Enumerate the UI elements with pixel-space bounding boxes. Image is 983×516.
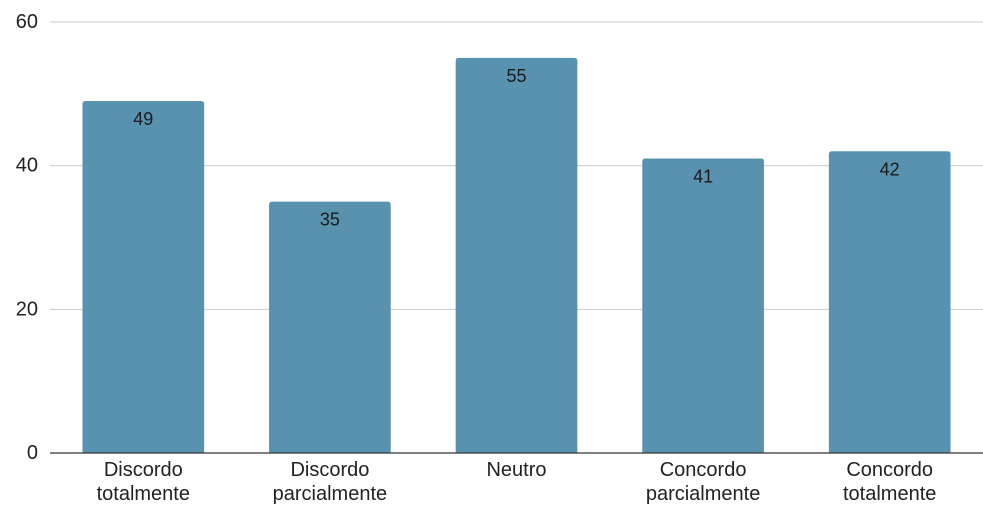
x-tick-label-line: Discordo [104, 459, 183, 481]
x-tick-label-line: parcialmente [273, 483, 388, 505]
y-tick-label: 40 [16, 155, 38, 177]
x-tick-label-line: Concordo [660, 459, 747, 481]
x-tick-label: Discordo parcialmente [273, 459, 388, 505]
y-tick-label: 60 [16, 11, 38, 33]
bars [82, 57, 951, 454]
data-label: 55 [506, 66, 526, 86]
x-tick-label: Discordo totalmente [97, 459, 190, 505]
x-tick-label-line: totalmente [843, 483, 936, 505]
x-tick-label-line: Neutro [486, 459, 546, 481]
bar [269, 201, 391, 453]
bar [642, 158, 764, 453]
data-labels: 49 35 55 41 42 [133, 66, 899, 230]
x-tick-label-line: Discordo [290, 459, 369, 481]
x-tick-label: Neutro [486, 459, 546, 481]
bar [455, 57, 578, 454]
bar [828, 151, 951, 454]
data-label: 49 [133, 109, 153, 129]
y-axis: 0 20 40 60 [16, 11, 38, 464]
x-tick-label: Concordo parcialmente [646, 459, 761, 505]
x-tick-label-line: totalmente [97, 483, 190, 505]
data-label: 42 [880, 159, 900, 179]
x-tick-label-line: parcialmente [646, 483, 761, 505]
x-tick-label-line: Concordo [846, 459, 933, 481]
y-tick-label: 0 [27, 442, 38, 464]
data-label: 41 [693, 166, 713, 186]
bar [82, 101, 205, 454]
data-label: 35 [320, 210, 340, 230]
y-tick-label: 20 [16, 298, 38, 320]
x-tick-label: Concordo totalmente [843, 459, 936, 505]
